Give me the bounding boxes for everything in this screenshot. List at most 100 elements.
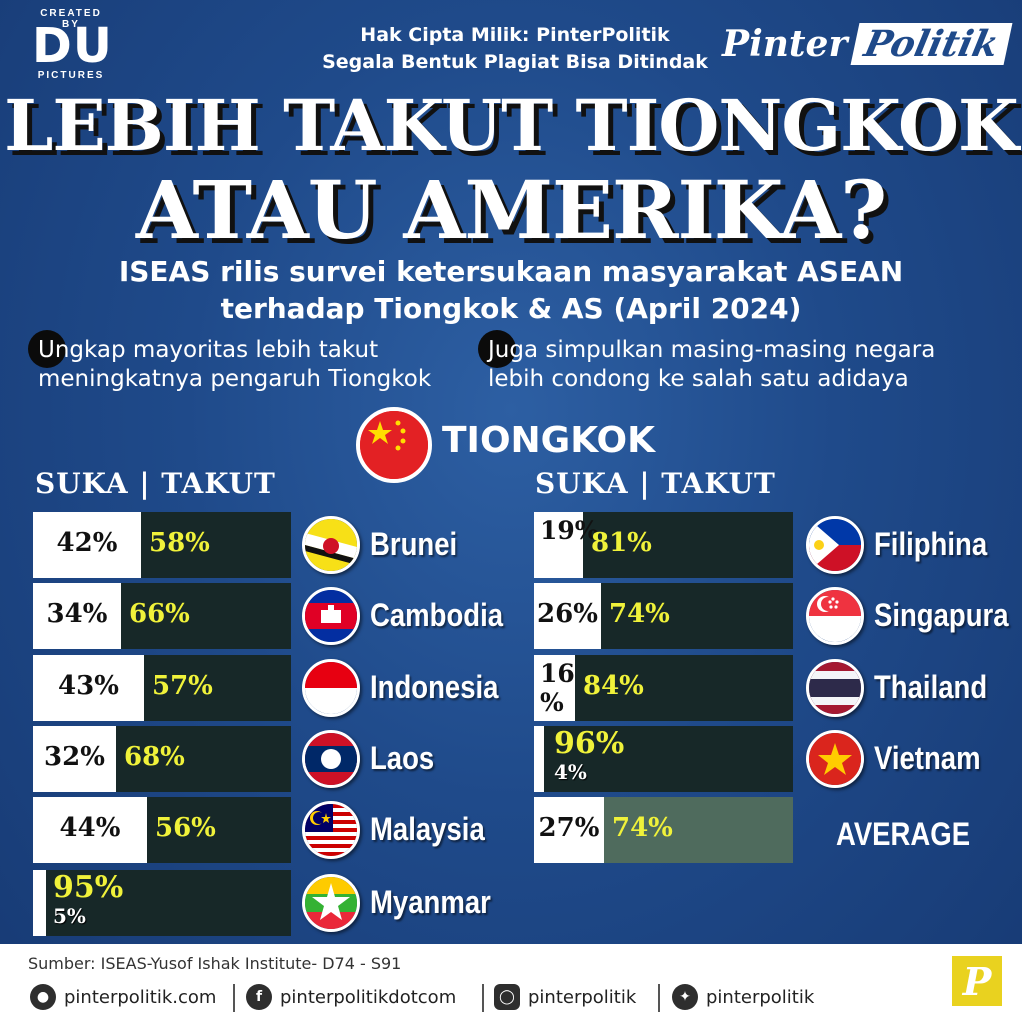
suka-value-label: 19% bbox=[540, 516, 599, 545]
suka-segment bbox=[33, 583, 121, 649]
country-name-malaysia: Malaysia bbox=[370, 811, 485, 847]
suka-segment bbox=[33, 655, 144, 721]
twitter-icon: ✦ bbox=[672, 984, 698, 1010]
country-name-filiphina: Filiphina bbox=[874, 526, 988, 562]
logo-pictures: PICTURES bbox=[37, 70, 105, 81]
bar-thailand: 16 % 84% bbox=[534, 655, 793, 721]
country-name-thailand: Thailand bbox=[874, 669, 988, 705]
social-facebook[interactable]: f pinterpolitikdotcom bbox=[246, 982, 456, 1012]
social-website[interactable]: ● pinterpolitik.com bbox=[30, 982, 216, 1012]
brand-politik: Politik bbox=[850, 23, 1013, 65]
suka-segment bbox=[33, 870, 46, 936]
takut-value-label: 74% bbox=[612, 813, 673, 843]
country-name-cambodia: Cambodia bbox=[370, 597, 504, 633]
section-label-tiongkok: TIONGKOK bbox=[442, 420, 656, 461]
suka-segment bbox=[534, 512, 583, 578]
source-text: Sumber: ISEAS-Yusof Ishak Institute- D74… bbox=[28, 954, 402, 973]
social-twitter[interactable]: ✦ pinterpolitik bbox=[672, 982, 814, 1012]
bullet-dot-icon bbox=[478, 330, 516, 368]
suka-value-label: 43% bbox=[58, 671, 119, 701]
takut-value-label: 74% bbox=[609, 599, 670, 629]
social-twitter-text: pinterpolitik bbox=[706, 986, 815, 1008]
note-left: Ungkap mayoritas lebih takut meningkatny… bbox=[28, 330, 478, 394]
suka-value-label: 32% bbox=[44, 742, 105, 772]
country-name-myanmar: Myanmar bbox=[370, 884, 491, 920]
country-name-laos: Laos bbox=[370, 740, 435, 776]
suka-segment bbox=[33, 512, 141, 578]
note-right-line-2: lebih condong ke salah satu adidaya bbox=[488, 366, 909, 392]
suka-value-label: 42% bbox=[56, 528, 118, 558]
suka-segment bbox=[534, 797, 604, 863]
takut-value-label: 58% bbox=[149, 528, 210, 558]
divider bbox=[482, 984, 484, 1012]
takut-value-label: 84% bbox=[583, 671, 644, 701]
philippines-flag-icon bbox=[806, 516, 864, 574]
du-pictures-logo: CREATED BY DU PICTURES bbox=[30, 8, 113, 81]
country-name-vietnam: Vietnam bbox=[874, 740, 981, 776]
social-facebook-text: pinterpolitikdotcom bbox=[280, 986, 457, 1008]
bullet-dot-icon bbox=[28, 330, 66, 368]
note-left-line-1: Ungkap mayoritas lebih takut bbox=[38, 337, 379, 363]
country-name-brunei: Brunei bbox=[370, 526, 458, 562]
logo-created-by: CREATED BY bbox=[40, 8, 102, 30]
bar-vietnam: 4% 96% bbox=[534, 726, 793, 792]
suka-value-label: 26% bbox=[537, 599, 598, 629]
takut-value-label: 68% bbox=[124, 742, 185, 772]
myanmar-flag-icon bbox=[302, 874, 360, 932]
subtitle: ISEAS rilis survei ketersukaan masyaraka… bbox=[0, 253, 1022, 327]
main-title-line-2: ATAU AMERIKA? bbox=[135, 163, 887, 257]
bar-myanmar: 5% 95% bbox=[33, 870, 291, 936]
facebook-icon: f bbox=[246, 984, 272, 1010]
suka-value-label: 16 % bbox=[540, 659, 575, 717]
footer: Sumber: ISEAS-Yusof Ishak Institute- D74… bbox=[0, 944, 1022, 1024]
takut-value-label: 81% bbox=[591, 528, 652, 558]
suka-value-label: 27% bbox=[538, 813, 600, 843]
brunei-flag-icon bbox=[302, 516, 360, 574]
note-right-line-1: Juga simpulkan masing-masing negara bbox=[488, 337, 936, 363]
copyright-notice: Hak Cipta Milik: PinterPolitik Segala Be… bbox=[290, 22, 740, 76]
suka-segment bbox=[33, 797, 147, 863]
suka-segment bbox=[33, 726, 116, 792]
pinterpolitik-logo: Pinter Politik bbox=[722, 18, 1013, 70]
takut-value-label: 66% bbox=[129, 599, 190, 629]
bar-filiphina: 19% 81% bbox=[534, 512, 793, 578]
country-name-indonesia: Indonesia bbox=[370, 669, 499, 705]
subtitle-line-2: terhadap Tiongkok & AS (April 2024) bbox=[220, 292, 802, 325]
average-label: AVERAGE bbox=[836, 816, 971, 852]
malaysia-flag-icon bbox=[302, 801, 360, 859]
logo-du: DU bbox=[32, 18, 113, 74]
takut-value-label: 96% bbox=[554, 726, 625, 761]
singapore-flag-icon bbox=[806, 587, 864, 645]
divider bbox=[233, 984, 235, 1012]
copyright-line-1: Hak Cipta Milik: PinterPolitik bbox=[360, 24, 670, 46]
column-header-right: SUKA | TAKUT bbox=[535, 467, 776, 500]
suka-value-label: 5% bbox=[53, 904, 86, 928]
bar-cambodia: 34% 66% bbox=[33, 583, 291, 649]
social-instagram[interactable]: ◯ pinterpolitik bbox=[494, 982, 636, 1012]
bar-indonesia: 43% 57% bbox=[33, 655, 291, 721]
suka-value-label: 4% bbox=[554, 760, 587, 784]
note-left-line-2: meningkatnya pengaruh Tiongkok bbox=[38, 366, 432, 392]
thailand-flag-icon bbox=[806, 659, 864, 717]
suka-value-label: 44% bbox=[59, 813, 121, 843]
note-right: Juga simpulkan masing-masing negara lebi… bbox=[478, 330, 1008, 394]
suka-value-label: 34% bbox=[46, 599, 108, 629]
indonesia-flag-icon bbox=[302, 659, 360, 717]
average-bar: 27% 74% bbox=[534, 797, 793, 863]
social-website-text: pinterpolitik.com bbox=[64, 986, 217, 1008]
country-name-singapura: Singapura bbox=[874, 597, 1009, 633]
china-flag-icon bbox=[356, 407, 432, 483]
vietnam-flag-icon bbox=[806, 730, 864, 788]
bar-laos: 32% 68% bbox=[33, 726, 291, 792]
laos-flag-icon bbox=[302, 730, 360, 788]
bar-brunei: 42% 58% bbox=[33, 512, 291, 578]
suka-segment bbox=[534, 655, 575, 721]
suka-segment bbox=[534, 583, 601, 649]
takut-value-label: 57% bbox=[152, 671, 213, 701]
suka-segment bbox=[534, 726, 544, 792]
subtitle-line-1: ISEAS rilis survei ketersukaan masyaraka… bbox=[118, 255, 904, 288]
globe-icon: ● bbox=[30, 984, 56, 1010]
social-instagram-text: pinterpolitik bbox=[528, 986, 637, 1008]
column-header-left: SUKA | TAKUT bbox=[35, 467, 276, 500]
main-title-line-1: LEBIH TAKUT TIONGKOK bbox=[4, 84, 1019, 167]
